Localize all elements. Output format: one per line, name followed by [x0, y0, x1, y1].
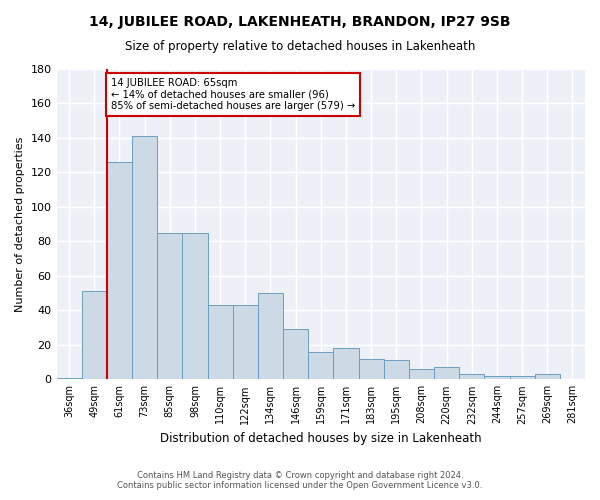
- Bar: [334, 348, 359, 380]
- Bar: [132, 136, 157, 380]
- Text: Contains HM Land Registry data © Crown copyright and database right 2024.
Contai: Contains HM Land Registry data © Crown c…: [118, 470, 482, 490]
- Bar: [484, 376, 509, 380]
- Bar: [233, 305, 258, 380]
- Bar: [535, 374, 560, 380]
- Bar: [434, 367, 459, 380]
- Bar: [409, 369, 434, 380]
- Bar: [283, 330, 308, 380]
- Bar: [107, 162, 132, 380]
- Bar: [56, 378, 82, 380]
- Bar: [459, 374, 484, 380]
- Bar: [308, 352, 334, 380]
- Bar: [208, 305, 233, 380]
- Bar: [383, 360, 409, 380]
- Text: Size of property relative to detached houses in Lakenheath: Size of property relative to detached ho…: [125, 40, 475, 53]
- Text: 14, JUBILEE ROAD, LAKENHEATH, BRANDON, IP27 9SB: 14, JUBILEE ROAD, LAKENHEATH, BRANDON, I…: [89, 15, 511, 29]
- Bar: [509, 376, 535, 380]
- X-axis label: Distribution of detached houses by size in Lakenheath: Distribution of detached houses by size …: [160, 432, 482, 445]
- Bar: [182, 233, 208, 380]
- Bar: [82, 292, 107, 380]
- Bar: [157, 233, 182, 380]
- Text: 14 JUBILEE ROAD: 65sqm
← 14% of detached houses are smaller (96)
85% of semi-det: 14 JUBILEE ROAD: 65sqm ← 14% of detached…: [110, 78, 355, 111]
- Bar: [359, 358, 383, 380]
- Bar: [258, 293, 283, 380]
- Y-axis label: Number of detached properties: Number of detached properties: [15, 136, 25, 312]
